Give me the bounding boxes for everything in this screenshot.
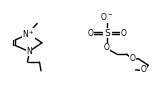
Text: O: O <box>130 54 136 63</box>
Text: O: O <box>104 43 110 52</box>
Text: O: O <box>121 29 127 38</box>
Text: N$^+$: N$^+$ <box>22 28 35 40</box>
Text: S: S <box>104 29 110 38</box>
Text: N: N <box>26 47 32 56</box>
Text: O: O <box>87 29 93 38</box>
Text: O: O <box>140 65 146 74</box>
Text: O$^-$: O$^-$ <box>100 11 114 22</box>
